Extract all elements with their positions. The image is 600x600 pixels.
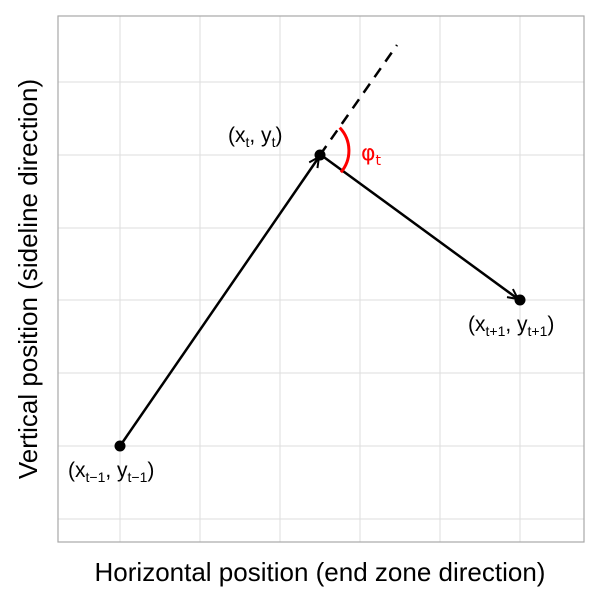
point-next	[514, 294, 526, 306]
gridlines	[58, 16, 584, 542]
label-point-prev: (xt−1, yt−1)	[68, 459, 154, 485]
angle-label: φt	[361, 141, 382, 169]
path-segment-prev-to-curr	[118, 157, 319, 447]
label-point-curr: (xt, yt)	[228, 124, 282, 150]
plot-panel	[58, 16, 584, 542]
point-curr	[314, 149, 326, 161]
point-prev	[114, 440, 126, 452]
heading-extension-dashed	[318, 44, 399, 156]
panel-border	[57, 15, 585, 543]
x-axis-title: Horizontal position (end zone direction)	[95, 557, 546, 587]
angle-arc	[338, 126, 351, 174]
label-point-next: (xt+1, yt+1)	[468, 313, 554, 339]
path-segment-curr-to-next	[320, 153, 518, 299]
y-axis-title: Vertical position (sideline direction)	[13, 79, 43, 479]
